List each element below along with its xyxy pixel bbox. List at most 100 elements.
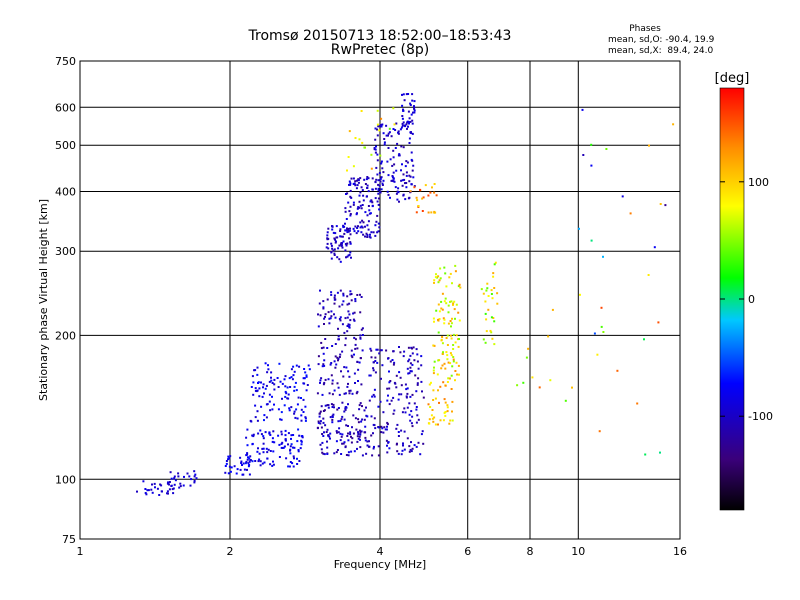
data-point [348, 130, 351, 133]
data-point [177, 472, 180, 475]
data-point [431, 417, 434, 420]
data-point [433, 281, 435, 284]
data-point [409, 448, 412, 451]
data-point [353, 311, 356, 314]
data-point [419, 453, 422, 456]
data-point [412, 111, 414, 114]
data-point [382, 171, 385, 174]
data-point [395, 427, 398, 430]
data-point [351, 356, 354, 359]
data-point [303, 368, 306, 370]
data-point [403, 448, 406, 451]
data-point [321, 451, 324, 454]
data-point [396, 423, 399, 426]
data-point [438, 318, 441, 320]
data-point [437, 359, 440, 362]
data-point [527, 347, 530, 350]
data-point [345, 454, 348, 456]
data-point [350, 441, 353, 444]
data-point [296, 440, 299, 443]
data-point [277, 386, 280, 388]
data-point [364, 436, 367, 439]
data-point [372, 369, 375, 372]
data-point [431, 409, 434, 411]
data-point [261, 462, 264, 465]
data-point [400, 145, 403, 148]
data-point [522, 381, 525, 384]
data-point [333, 389, 336, 392]
data-point [429, 406, 432, 408]
data-point [297, 449, 300, 451]
data-point [267, 364, 269, 367]
data-point [455, 303, 458, 306]
data-point [373, 147, 376, 149]
data-point [167, 492, 169, 495]
data-point [327, 406, 330, 409]
data-point [287, 432, 290, 435]
data-point [339, 316, 342, 319]
data-point [354, 347, 357, 350]
data-point [266, 403, 269, 406]
data-point [438, 279, 441, 282]
data-point [357, 225, 359, 228]
data-point [325, 431, 328, 433]
data-point [401, 449, 404, 452]
data-point [447, 361, 450, 364]
data-point [380, 176, 383, 179]
data-point [350, 256, 352, 259]
data-point [410, 131, 412, 134]
data-point [415, 406, 418, 408]
data-point [380, 377, 382, 380]
data-point [439, 419, 442, 422]
data-point [378, 190, 381, 193]
data-point [334, 355, 337, 358]
data-point [452, 356, 455, 358]
data-point [349, 389, 352, 392]
data-point [386, 423, 389, 426]
data-point [262, 437, 265, 440]
data-point [284, 439, 287, 442]
data-point [147, 489, 150, 492]
data-point [273, 378, 276, 381]
data-point [280, 411, 283, 414]
data-point [195, 477, 198, 480]
data-point [375, 348, 378, 351]
data-point [386, 421, 389, 424]
data-point [441, 308, 444, 311]
data-point [407, 372, 410, 375]
data-point [428, 383, 431, 386]
data-point [317, 355, 320, 358]
data-point [259, 429, 262, 432]
data-point [346, 316, 349, 319]
data-point [338, 356, 341, 358]
data-point [385, 124, 388, 127]
data-point [307, 364, 310, 367]
data-point [433, 210, 436, 213]
data-point [345, 218, 348, 220]
data-point [367, 177, 370, 180]
data-point [326, 440, 328, 443]
x-tick-label: 2 [227, 545, 234, 558]
data-point [410, 441, 412, 444]
data-point [636, 402, 639, 405]
data-point [356, 440, 359, 443]
data-point [334, 241, 337, 244]
data-point [320, 426, 323, 429]
data-point [336, 382, 339, 385]
data-point [228, 457, 231, 460]
data-point [279, 418, 282, 421]
data-point [616, 369, 619, 372]
data-point [173, 477, 176, 480]
data-point [302, 398, 305, 401]
data-point [386, 451, 389, 454]
data-point [370, 349, 373, 352]
data-point [386, 444, 388, 447]
data-point [434, 397, 437, 400]
data-point [366, 224, 369, 227]
data-point [390, 399, 393, 402]
data-point [342, 300, 345, 303]
data-point [362, 233, 365, 236]
data-point [324, 404, 327, 407]
data-point [452, 302, 455, 305]
data-point [339, 260, 342, 263]
